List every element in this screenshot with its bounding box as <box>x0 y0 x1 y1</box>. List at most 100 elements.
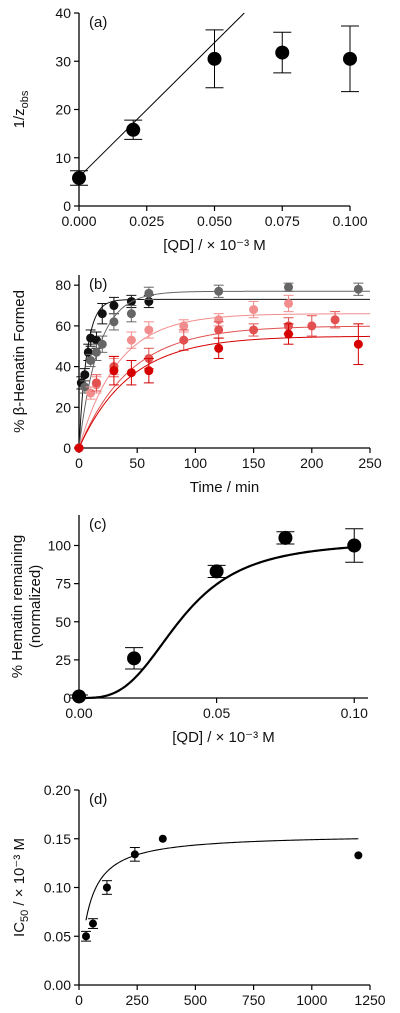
x-tick-label: 0.075 <box>265 213 300 229</box>
x-tick-label: 0.100 <box>332 213 367 229</box>
data-point <box>284 282 294 292</box>
fit-curve <box>78 335 371 449</box>
x-tick-label: 0.000 <box>61 213 96 229</box>
panel-label: (c) <box>89 516 107 533</box>
data-point <box>127 651 142 666</box>
y-tick-label: 100 <box>48 538 72 554</box>
x-tick-label: 1000 <box>296 992 327 1008</box>
data-point <box>97 309 107 319</box>
data-point <box>284 298 294 308</box>
data-point <box>278 530 293 545</box>
y-tick-label: 25 <box>55 652 71 668</box>
data-point <box>214 343 224 353</box>
data-point <box>179 335 189 345</box>
y-tick-label: 0.20 <box>44 782 71 798</box>
data-point <box>80 370 90 380</box>
data-point <box>275 45 290 60</box>
data-point <box>97 339 107 349</box>
data-point <box>130 850 139 859</box>
x-tick-label: 0.025 <box>129 213 164 229</box>
x-tick-label: 0 <box>75 992 83 1008</box>
data-point <box>109 301 119 311</box>
data-point <box>91 347 101 357</box>
y-tick-label: 0.00 <box>44 977 71 993</box>
y-tick-label: 20 <box>55 102 71 118</box>
x-tick-label: 0 <box>75 455 83 471</box>
data-point <box>144 325 154 335</box>
data-point <box>209 564 224 579</box>
data-point <box>109 366 119 376</box>
data-point <box>307 321 317 331</box>
data-point <box>81 932 90 941</box>
data-point <box>249 305 259 315</box>
data-point <box>72 689 86 704</box>
panel-label: (d) <box>89 791 107 808</box>
y-axis-title: % Hematin remaining <box>9 535 26 678</box>
panel-2: 0 20 40 60 80 0 50 100 150 200 250 (b) Time / min % β… <box>11 275 382 496</box>
data-point <box>88 919 97 928</box>
y-tick-label: 50 <box>55 614 71 630</box>
panel-label: (b) <box>89 276 107 293</box>
data-point <box>343 51 357 66</box>
fit-curve <box>85 838 359 921</box>
data-point <box>83 347 93 357</box>
fit-line <box>78 12 245 178</box>
fit-curve <box>79 546 355 700</box>
x-tick-label: 1250 <box>354 992 385 1008</box>
x-tick-label: 0.10 <box>341 705 368 721</box>
y-tick-label: 0.05 <box>44 928 71 944</box>
data-point <box>126 335 136 345</box>
y-tick-label: 30 <box>55 53 71 69</box>
panel-3: 0 25 50 75 100 0.00 0.05 0.10 (c) [QD] / × 10⁻³ M… <box>9 515 368 746</box>
fit-curve <box>78 313 371 449</box>
fit-curve <box>78 325 371 449</box>
y-axis-title: (normalized) <box>27 565 44 648</box>
data-point <box>80 382 90 392</box>
panel-4: 0.00 0.05 0.10 0.15 0.20 0 250 500 750 1000 1250 (d… <box>11 782 386 1008</box>
data-point <box>91 378 101 388</box>
data-point <box>144 288 154 298</box>
data-point <box>179 321 189 331</box>
x-tick-label: 750 <box>242 992 266 1008</box>
x-axis-title: [QD] / × 10⁻³ M <box>163 237 266 254</box>
data-point <box>109 317 119 327</box>
y-tick-label: 20 <box>55 399 71 415</box>
fit-curve <box>78 298 370 449</box>
x-tick-label: 0.05 <box>203 705 230 721</box>
data-point <box>72 171 86 186</box>
panel-label: (a) <box>89 14 107 31</box>
data-point <box>354 851 363 860</box>
x-tick-label: 500 <box>184 992 208 1008</box>
data-point <box>330 315 340 325</box>
y-tick-label: 10 <box>55 150 71 166</box>
x-axis-title: Time / min <box>190 479 259 496</box>
y-tick-label: 0.10 <box>44 880 71 896</box>
data-point <box>158 834 167 843</box>
x-tick-label: 250 <box>126 992 150 1008</box>
x-tick-label: 250 <box>358 455 382 471</box>
x-tick-label: 0.00 <box>65 705 92 721</box>
data-point <box>102 883 111 892</box>
y-tick-label: 0 <box>63 690 71 706</box>
data-point <box>86 355 96 365</box>
data-point <box>284 329 294 339</box>
data-point <box>144 366 154 376</box>
x-tick-label: 200 <box>300 455 324 471</box>
y-tick-label: 0.15 <box>44 831 71 847</box>
data-point <box>126 368 136 378</box>
x-tick-label: 50 <box>129 455 145 471</box>
data-point <box>249 325 259 335</box>
data-point <box>347 538 362 553</box>
y-tick-label: 0 <box>63 440 71 456</box>
y-tick-label: 40 <box>55 359 71 375</box>
x-axis-title: [QD] / × 10⁻³ M <box>172 729 275 746</box>
y-tick-label: 0 <box>63 198 71 214</box>
y-tick-label: 75 <box>55 576 71 592</box>
y-axis-title: IC50 / × 10⁻³ M <box>11 838 31 937</box>
x-tick-label: 100 <box>184 455 208 471</box>
fit-curve <box>78 290 370 449</box>
data-point <box>214 286 224 296</box>
x-tick-label: 150 <box>242 455 266 471</box>
data-point <box>353 284 363 294</box>
